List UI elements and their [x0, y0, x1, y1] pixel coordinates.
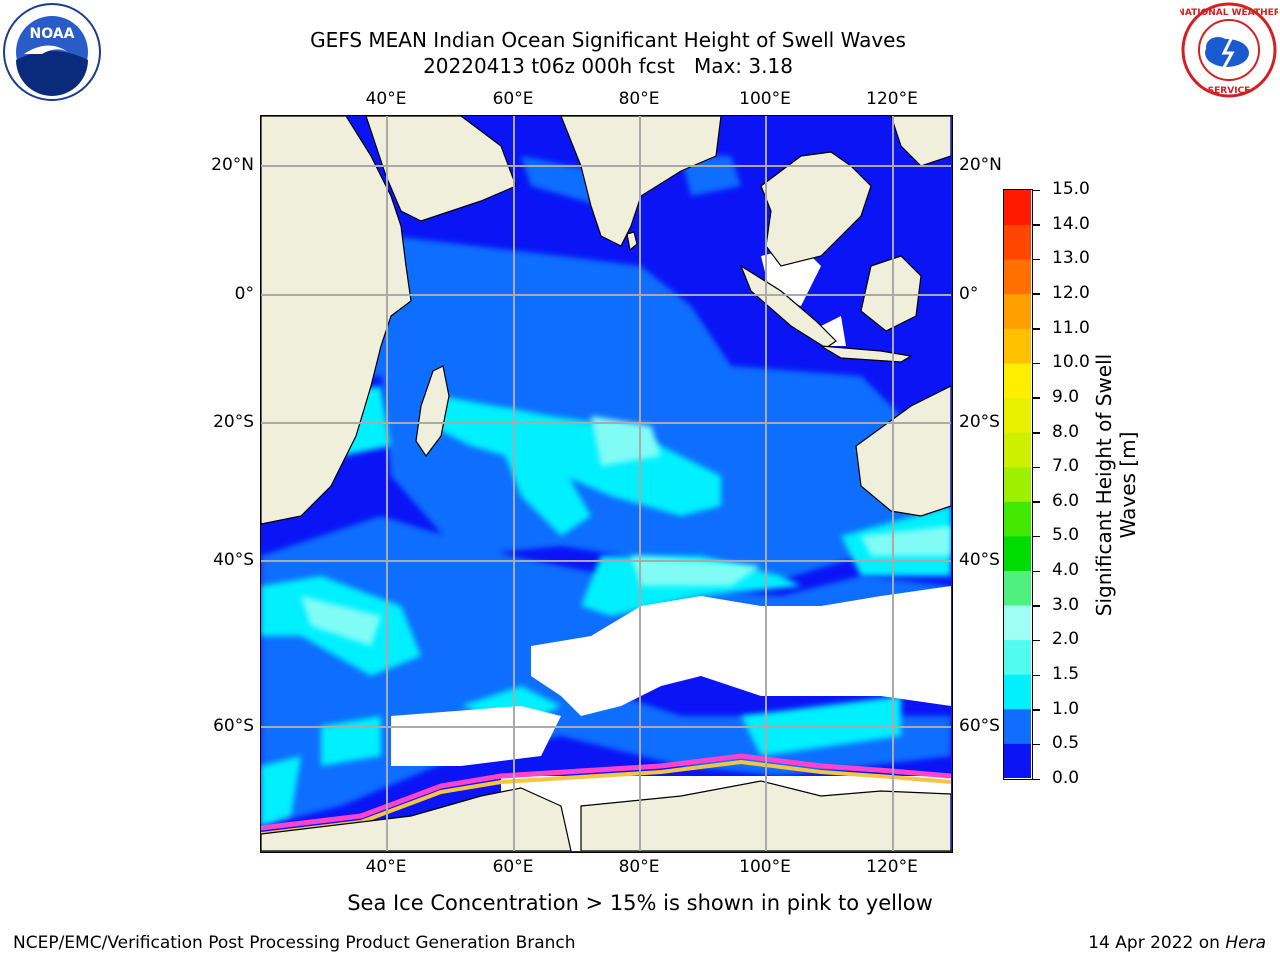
colorbar-tick-mark — [1033, 743, 1040, 746]
colorbar-tick-label: 5.0 — [1052, 525, 1080, 546]
lat-label-right: 20°S — [959, 412, 1000, 432]
noaa-logo: NOAA — [2, 2, 102, 102]
lon-label-bottom: 120°E — [866, 857, 918, 877]
colorbar-tick-label: 7.0 — [1052, 456, 1080, 477]
colorbar-tick-mark — [1033, 258, 1040, 261]
colorbar-segment — [1004, 224, 1031, 260]
colorbar-tick-label: 8.0 — [1052, 421, 1080, 442]
colorbar-tick-label: 10.0 — [1052, 352, 1090, 373]
lat-label-left: 40°S — [213, 550, 254, 570]
colorbar-tick-label: 2.0 — [1052, 629, 1080, 650]
colorbar-label: Significant Height of Swell Waves [m] — [1092, 353, 1140, 617]
sea-ice-caption: Sea Ice Concentration > 15% is shown in … — [347, 891, 933, 915]
lon-label-top: 40°E — [365, 89, 407, 109]
colorbar-segment — [1004, 708, 1031, 744]
colorbar-segment — [1004, 501, 1031, 537]
colorbar-tick-mark — [1033, 570, 1040, 573]
colorbar-segment — [1004, 190, 1031, 226]
colorbar-tick-mark — [1033, 328, 1040, 330]
graticule — [261, 116, 951, 851]
colorbar-segment — [1004, 466, 1031, 502]
colorbar-segment — [1004, 639, 1031, 675]
colorbar-tick-mark — [1033, 293, 1040, 295]
colorbar-segment — [1004, 570, 1031, 606]
colorbar-segment — [1004, 605, 1031, 641]
colorbar — [1003, 189, 1033, 780]
colorbar-tick-mark — [1033, 189, 1040, 191]
colorbar-tick-mark — [1033, 397, 1040, 399]
nws-logo: NATIONAL WEATHER SERVICE — [1177, 1, 1280, 99]
lon-label-bottom: 100°E — [739, 857, 791, 877]
lat-label-left: 0° — [234, 284, 254, 304]
colorbar-tick-label: 13.0 — [1052, 248, 1090, 269]
footer-host: Hera — [1225, 933, 1266, 953]
colorbar-tick-label: 14.0 — [1052, 213, 1090, 234]
colorbar-segment — [1004, 362, 1031, 399]
colorbar-tick-label: 0.0 — [1052, 768, 1080, 788]
colorbar-tick-mark — [1033, 501, 1040, 503]
colorbar-tick-mark — [1033, 362, 1040, 365]
swell-height-map — [260, 115, 953, 853]
colorbar-tick-label: 11.0 — [1052, 317, 1090, 338]
colorbar-segment — [1004, 535, 1031, 571]
colorbar-segment — [1004, 674, 1031, 710]
colorbar-tick-label: 15.0 — [1052, 179, 1090, 199]
map-subtitle: 20220413 t06z 000h fcst Max: 3.18 — [423, 54, 793, 78]
colorbar-tick-mark — [1033, 224, 1040, 226]
colorbar-tick-mark — [1033, 709, 1040, 711]
colorbar-segment — [1004, 432, 1031, 468]
colorbar-segment — [1004, 293, 1031, 329]
colorbar-tick-label: 0.5 — [1052, 733, 1080, 754]
colorbar-segment — [1004, 328, 1031, 364]
lon-label-bottom: 40°E — [365, 857, 407, 877]
lon-label-bottom: 80°E — [618, 857, 660, 877]
svg-text:NOAA: NOAA — [30, 26, 75, 42]
colorbar-tick-mark — [1033, 674, 1040, 677]
lat-label-left: 20°S — [213, 412, 254, 432]
svg-text:SERVICE: SERVICE — [1208, 86, 1251, 96]
colorbar-tick-mark — [1033, 778, 1040, 780]
colorbar-tick-mark — [1033, 432, 1040, 434]
colorbar-tick-label: 4.0 — [1052, 560, 1080, 581]
colorbar-tick-label: 6.0 — [1052, 490, 1080, 511]
lat-label-left: 60°S — [213, 716, 254, 736]
colorbar-segment — [1004, 259, 1031, 295]
colorbar-tick-mark — [1033, 535, 1040, 538]
lat-label-right: 20°N — [959, 155, 1002, 175]
lon-label-top: 80°E — [618, 89, 660, 109]
colorbar-segment — [1004, 397, 1031, 433]
colorbar-tick-mark — [1033, 639, 1040, 642]
lon-label-top: 60°E — [492, 89, 534, 109]
lat-label-right: 0° — [959, 284, 979, 304]
swell-band-1p5-2p0 — [301, 416, 951, 646]
lat-label-right: 40°S — [959, 550, 1000, 570]
lat-label-left: 20°N — [211, 155, 254, 175]
colorbar-tick-label: 1.5 — [1052, 664, 1080, 685]
svg-text:NATIONAL WEATHER: NATIONAL WEATHER — [1180, 8, 1278, 18]
lon-label-top: 100°E — [739, 89, 791, 109]
colorbar-tick-mark — [1033, 466, 1040, 469]
colorbar-tick-label: 12.0 — [1052, 282, 1090, 303]
lat-label-right: 60°S — [959, 716, 1000, 736]
footer-right: 14 Apr 2022 on Hera — [1088, 933, 1266, 953]
colorbar-segment — [1004, 743, 1031, 778]
footer-date: 14 Apr 2022 on — [1088, 933, 1226, 953]
colorbar-tick-label: 1.0 — [1052, 698, 1080, 719]
lon-label-top: 120°E — [866, 89, 918, 109]
lon-label-bottom: 60°E — [492, 857, 534, 877]
map-title: GEFS MEAN Indian Ocean Significant Heigh… — [310, 28, 906, 52]
colorbar-tick-label: 9.0 — [1052, 386, 1080, 407]
colorbar-tick-mark — [1033, 605, 1040, 607]
footer-left: NCEP/EMC/Verification Post Processing Pr… — [13, 933, 576, 953]
colorbar-tick-label: 3.0 — [1052, 594, 1080, 615]
